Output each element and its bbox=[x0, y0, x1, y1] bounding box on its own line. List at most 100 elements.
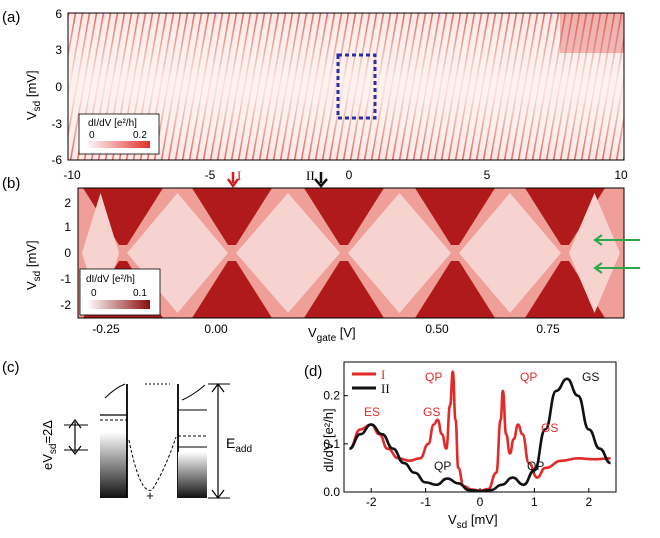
annot-gs: GS bbox=[423, 405, 440, 419]
b-xtick: 0.75 bbox=[536, 322, 560, 336]
panel-b-xlabel: Vgate [V] bbox=[308, 325, 356, 344]
x-tick-label: 1 bbox=[531, 495, 538, 509]
a-xtick: -10 bbox=[63, 168, 81, 182]
annot-es: ES bbox=[364, 405, 380, 419]
b-ytick: -2 bbox=[60, 298, 71, 312]
panel-a-zero-bias-band bbox=[68, 13, 624, 160]
marker-II: II bbox=[306, 168, 328, 188]
panel-d-xlabel: Vsd [mV] bbox=[448, 512, 498, 531]
panel-d-lines bbox=[348, 370, 611, 493]
annot-gs: GS bbox=[541, 421, 558, 435]
y-tick-label: 0.2 bbox=[323, 389, 340, 403]
blockade-diamond bbox=[459, 193, 561, 313]
a-ytick: 0 bbox=[55, 80, 62, 94]
panel-c: (c) eVsd=2Δ + Eadd bbox=[2, 359, 252, 503]
x-tick-label: 0 bbox=[477, 495, 484, 509]
panel-b-label: (b) bbox=[2, 175, 20, 192]
diamond-edge bbox=[304, 188, 384, 245]
panel-c-label: (c) bbox=[2, 359, 20, 376]
marker-I: I bbox=[226, 168, 241, 189]
panel-a-yticks: 6 3 0 -3 -6 bbox=[51, 7, 62, 167]
panel-a-frame bbox=[67, 12, 625, 161]
y-tick-label: 0.0 bbox=[323, 485, 340, 499]
blockade-diamond bbox=[348, 193, 451, 313]
a-ytick: -6 bbox=[51, 153, 62, 167]
a-ytick: 3 bbox=[55, 43, 62, 57]
panel-d-label: (d) bbox=[304, 363, 322, 380]
b-ytick: -1 bbox=[60, 272, 71, 286]
legend-label: I bbox=[381, 367, 385, 382]
a-ytick: 6 bbox=[55, 7, 62, 21]
panel-b-yticks: 2 1 0 -1 -2 bbox=[60, 196, 71, 312]
double-arrow-icon bbox=[211, 383, 225, 499]
right-lead-filled bbox=[178, 452, 207, 498]
colorbar-max: 0.1 bbox=[133, 288, 147, 299]
electron-symbol: + bbox=[146, 488, 154, 503]
annot-qp: QP bbox=[520, 370, 537, 384]
svg-text:I: I bbox=[237, 168, 241, 183]
blockade-diamond bbox=[569, 193, 620, 313]
legend-label: II bbox=[381, 381, 390, 396]
colorbar-min: 0 bbox=[89, 130, 95, 141]
x-tick-label: 2 bbox=[585, 495, 592, 509]
diamond-edge bbox=[415, 261, 495, 318]
y-tick-label: 0.1 bbox=[323, 437, 340, 451]
diamond-edge bbox=[192, 261, 272, 318]
b-ytick: 2 bbox=[64, 196, 71, 210]
b-xtick: -0.25 bbox=[92, 322, 120, 336]
colorbar-title: dI/dV [e²/h] bbox=[88, 118, 137, 129]
diamond-edge bbox=[415, 188, 495, 245]
panel-a-high-conductance-region bbox=[560, 13, 624, 53]
b-xtick: 0.00 bbox=[204, 322, 228, 336]
tunnel-path bbox=[128, 436, 177, 491]
annot-qp: QP bbox=[425, 370, 442, 384]
arrow-left-icon bbox=[593, 262, 640, 274]
panel-a-label: (a) bbox=[2, 9, 20, 26]
panel-b-xticks: -0.25 0.00 0.50 0.75 bbox=[92, 322, 560, 336]
series-line-I bbox=[348, 370, 611, 492]
eadd-label: Eadd bbox=[226, 435, 252, 455]
panel-d-legend: I II bbox=[352, 367, 390, 396]
a-xtick: 10 bbox=[614, 168, 628, 182]
diamond-edge bbox=[192, 188, 272, 245]
b-ytick: 0 bbox=[64, 246, 71, 260]
svg-text:II: II bbox=[306, 168, 315, 183]
annot-gs: GS bbox=[582, 370, 599, 384]
colorbar-title: dI/dV [e²/h] bbox=[86, 274, 135, 285]
series-line-II bbox=[349, 377, 611, 493]
panel-b-colorbar: dI/dV [e²/h] 0 0.1 bbox=[79, 268, 161, 316]
panel-a-colorbar: dI/dV [e²/h] 0 0.2 bbox=[78, 113, 160, 155]
panel-d-annotations: ES GS QP QP GS QP QP GS bbox=[364, 370, 599, 473]
panel-d: (d) -2 -1 0 1 2 0.0 0.1 0.2 dI/dV [e²/h] Vsd [m… bbox=[304, 361, 617, 531]
left-lead-top bbox=[100, 384, 120, 398]
dos-curve bbox=[181, 384, 206, 401]
blockade-diamond bbox=[236, 193, 340, 313]
arrow-down-icon bbox=[226, 172, 240, 189]
a-xtick: 5 bbox=[484, 168, 491, 182]
x-tick-label: -2 bbox=[366, 495, 377, 509]
colorbar-gradient bbox=[87, 300, 150, 309]
diamond-edge bbox=[304, 261, 384, 318]
panel-d-ylabel: dI/dV [e²/h] bbox=[321, 408, 336, 472]
panel-a-ylabel: Vsd [mV] bbox=[24, 70, 43, 120]
evsd-label: eVsd=2Δ bbox=[40, 420, 59, 470]
arrow-left-icon bbox=[593, 234, 640, 246]
a-xtick: -5 bbox=[205, 168, 216, 182]
annot-qp: QP bbox=[434, 459, 451, 473]
dos-curve bbox=[104, 383, 126, 399]
colorbar-gradient bbox=[86, 141, 150, 148]
panel-b: (b) I II 2 1 0 -1 -2 Vsd [mV] -0.25 0.00… bbox=[2, 168, 640, 344]
left-lead-filled bbox=[100, 432, 127, 498]
diamond-edge bbox=[525, 261, 605, 318]
panel-a-zoom-box bbox=[336, 53, 377, 120]
panel-a: (a) 6 3 0 -3 -6 Vsd [mV] -10 -5 0 5 10 d… bbox=[2, 7, 628, 182]
colorbar-min: 0 bbox=[91, 288, 97, 299]
a-ytick: -3 bbox=[51, 117, 62, 131]
panel-a-xticks: -10 -5 0 5 10 bbox=[63, 168, 628, 182]
panel-d-axes: -2 -1 0 1 2 0.0 0.1 0.2 bbox=[323, 389, 592, 509]
x-tick-label: -1 bbox=[420, 495, 431, 509]
colorbar-max: 0.2 bbox=[133, 130, 147, 141]
arrow-down-icon bbox=[314, 172, 328, 188]
b-xtick: 0.50 bbox=[425, 322, 449, 336]
